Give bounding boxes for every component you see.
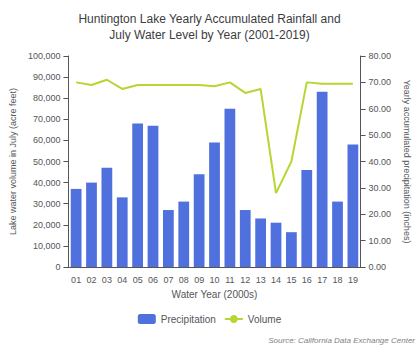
svg-text:13: 13 <box>256 275 266 285</box>
svg-text:Yearly accumulated precipitati: Yearly accumulated precipitation (inches… <box>402 80 412 244</box>
svg-text:Volume: Volume <box>248 314 282 325</box>
svg-text:06: 06 <box>148 275 158 285</box>
svg-text:17: 17 <box>317 275 327 285</box>
svg-text:July Water Level by Year (2001: July Water Level by Year (2001-2019) <box>109 28 309 42</box>
svg-text:10,000: 10,000 <box>33 241 61 251</box>
svg-text:50.00: 50.00 <box>369 130 392 140</box>
svg-text:60,000: 60,000 <box>33 135 61 145</box>
svg-text:80,000: 80,000 <box>33 93 61 103</box>
svg-text:16: 16 <box>302 275 312 285</box>
svg-text:12: 12 <box>240 275 250 285</box>
svg-text:09: 09 <box>194 275 204 285</box>
svg-text:Huntington Lake Yearly Accumul: Huntington Lake Yearly Accumulated Rainf… <box>78 12 340 26</box>
svg-text:30,000: 30,000 <box>33 199 61 209</box>
svg-text:01: 01 <box>71 275 81 285</box>
svg-text:30.00: 30.00 <box>369 183 392 193</box>
svg-text:15: 15 <box>286 275 296 285</box>
svg-text:40,000: 40,000 <box>33 178 61 188</box>
svg-text:0.00: 0.00 <box>369 262 387 272</box>
svg-text:11: 11 <box>225 275 234 285</box>
svg-text:20,000: 20,000 <box>33 220 61 230</box>
svg-text:70,000: 70,000 <box>33 114 61 124</box>
svg-text:10.00: 10.00 <box>369 236 392 246</box>
svg-text:90,000: 90,000 <box>33 72 61 82</box>
svg-text:60.00: 60.00 <box>369 104 392 114</box>
svg-text:80.00: 80.00 <box>369 51 392 61</box>
svg-text:70.00: 70.00 <box>369 77 392 87</box>
svg-text:18: 18 <box>333 275 343 285</box>
svg-text:50,000: 50,000 <box>33 157 61 167</box>
svg-text:Precipitation: Precipitation <box>161 314 216 325</box>
svg-text:07: 07 <box>163 275 173 285</box>
svg-text:08: 08 <box>179 275 189 285</box>
svg-text:19: 19 <box>348 275 358 285</box>
svg-text:02: 02 <box>86 275 96 285</box>
svg-text:Lake water volume in July (acr: Lake water volume in July (acre feet) <box>8 88 18 235</box>
svg-text:0: 0 <box>55 262 60 272</box>
svg-text:40.00: 40.00 <box>369 157 392 167</box>
svg-text:03: 03 <box>102 275 112 285</box>
svg-text:100,000: 100,000 <box>28 51 61 61</box>
svg-text:Water Year (2000s): Water Year (2000s) <box>172 289 258 300</box>
svg-text:Source: California Data Exchan: Source: California Data Exchange Center <box>268 336 415 345</box>
svg-text:20.00: 20.00 <box>369 209 392 219</box>
svg-text:14: 14 <box>271 275 281 285</box>
svg-text:10: 10 <box>209 275 219 285</box>
svg-text:04: 04 <box>117 275 127 285</box>
svg-text:05: 05 <box>133 275 143 285</box>
